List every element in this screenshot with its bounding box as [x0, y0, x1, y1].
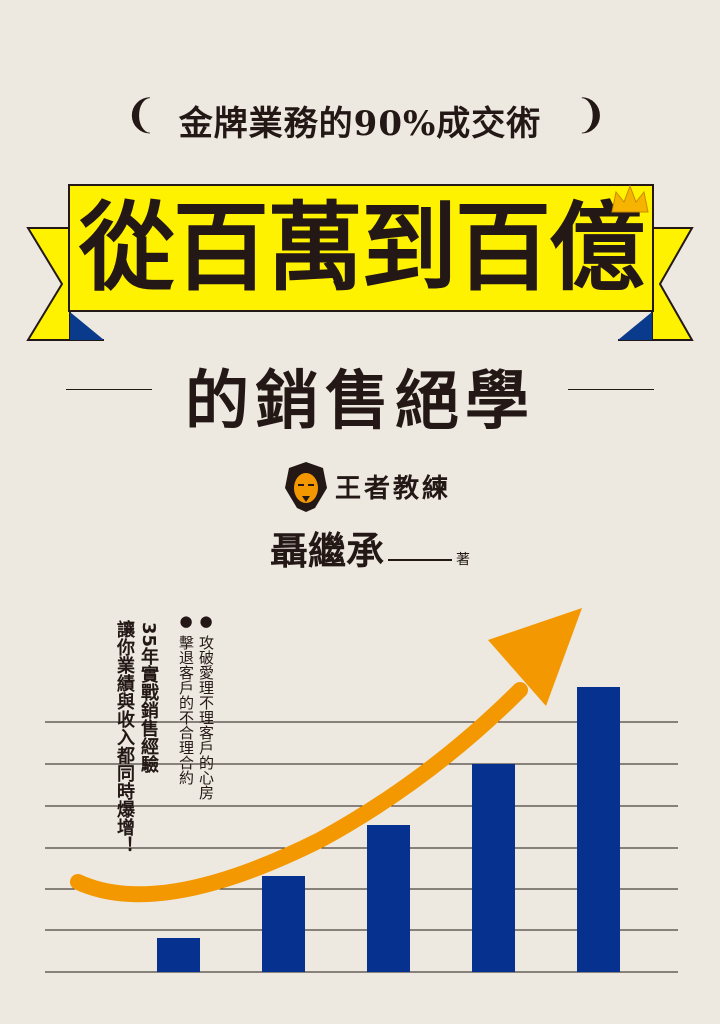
bullet-text: 攻破愛理不理客戶的心房 — [197, 634, 215, 800]
bar — [157, 938, 200, 972]
gridlines — [45, 721, 678, 973]
author-role: 著 — [456, 552, 471, 568]
second-title: 的銷售絕學 — [185, 364, 535, 439]
brand: 王者教練 — [285, 460, 451, 512]
divider-left — [66, 389, 152, 390]
crown-icon — [611, 184, 649, 213]
bar — [367, 825, 410, 972]
bullet-list: ● 攻破愛理不理客戶的心房 ● 擊退客戶的不合理合約 — [176, 612, 216, 800]
brand-name: 王者教練 — [335, 473, 452, 504]
laurel-right-icon: ❩ — [574, 92, 608, 138]
growth-graphic — [45, 608, 678, 973]
author-name: 聶繼承 — [270, 528, 385, 573]
bullet-item: ● 攻破愛理不理客戶的心房 — [197, 612, 215, 800]
tagline-1: 35年實戰銷售經驗 — [138, 622, 159, 774]
laurel-left-icon: ❨ — [124, 92, 158, 138]
bullet-item: ● 擊退客戶的不合理合約 — [177, 612, 195, 785]
bar — [472, 764, 515, 972]
tagline-2: 讓你業績與收入都同時爆增！ — [114, 620, 135, 854]
arrow-head — [488, 608, 582, 706]
title-banner: 從百萬到百億 — [68, 184, 654, 312]
bullet-text: 擊退客戶的不合理合約 — [177, 634, 195, 785]
growth-arrow — [70, 682, 528, 903]
bar — [262, 876, 305, 972]
subtitle: 金牌業務的90%成交術 — [178, 104, 542, 144]
main-title: 從百萬到百億 — [79, 192, 645, 304]
author-line — [388, 559, 453, 561]
divider-right — [568, 389, 654, 390]
author: 聶繼承 著 — [270, 520, 470, 575]
bar — [577, 687, 620, 972]
lion-logo — [285, 462, 327, 512]
